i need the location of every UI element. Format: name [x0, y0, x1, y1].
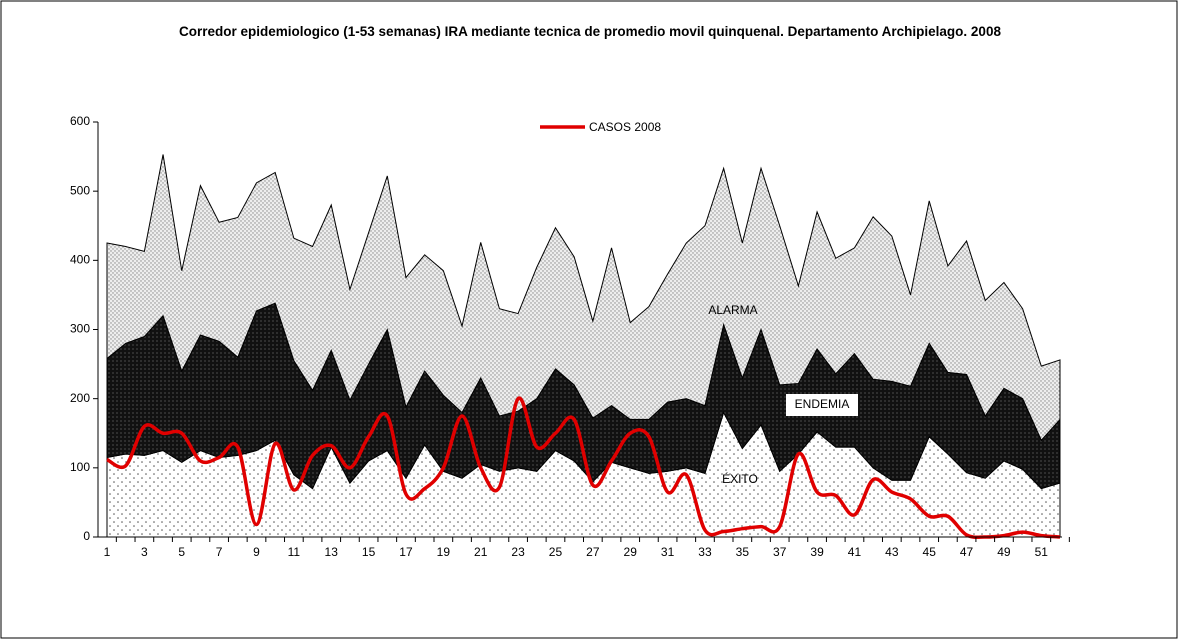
x-tick-label: 45 — [923, 545, 937, 559]
x-tick-label: 11 — [288, 545, 301, 559]
x-tick-label: 9 — [253, 545, 260, 559]
x-tick-label: 21 — [474, 545, 488, 559]
x-tick-label: 35 — [736, 545, 750, 559]
legend-label: CASOS 2008 — [589, 120, 661, 134]
x-tick-label: 31 — [661, 545, 675, 559]
x-tick-label: 37 — [773, 545, 787, 559]
x-tick-label: 41 — [848, 545, 862, 559]
y-tick-label: 400 — [70, 253, 90, 267]
y-tick-label: 300 — [70, 322, 90, 336]
x-tick-label: 39 — [810, 545, 824, 559]
y-tick-label: 100 — [70, 460, 90, 474]
y-tick-label: 200 — [70, 391, 90, 405]
x-tick-label: 33 — [698, 545, 712, 559]
y-tick-label: 500 — [70, 183, 90, 197]
x-tick-label: 47 — [960, 545, 974, 559]
label-box — [786, 394, 858, 416]
x-tick-label: 43 — [885, 545, 899, 559]
x-tick-label: 5 — [178, 545, 185, 559]
x-tick-label: 51 — [1035, 545, 1049, 559]
y-tick-label: 0 — [83, 529, 90, 543]
x-tick-label: 23 — [511, 545, 525, 559]
x-tick-label: 13 — [325, 545, 339, 559]
x-tick-label: 49 — [997, 545, 1011, 559]
x-tick-label: 3 — [141, 545, 148, 559]
area-label: ALARMA — [708, 303, 757, 317]
y-tick-label: 600 — [70, 114, 90, 128]
x-tick-label: 29 — [624, 545, 638, 559]
x-tick-label: 25 — [549, 545, 563, 559]
x-tick-label: 7 — [216, 545, 223, 559]
x-tick-label: 17 — [399, 545, 413, 559]
area-label: ÉXITO — [722, 471, 758, 486]
x-tick-label: 19 — [437, 545, 451, 559]
x-tick-label: 27 — [586, 545, 600, 559]
x-tick-label: 15 — [362, 545, 376, 559]
area — [106, 154, 1061, 442]
x-tick-label: 1 — [104, 545, 111, 559]
chart-title: Corredor epidemiologico (1-53 semanas) I… — [179, 24, 1001, 39]
area-label: ENDEMIA — [795, 397, 850, 411]
line — [106, 396, 1061, 539]
